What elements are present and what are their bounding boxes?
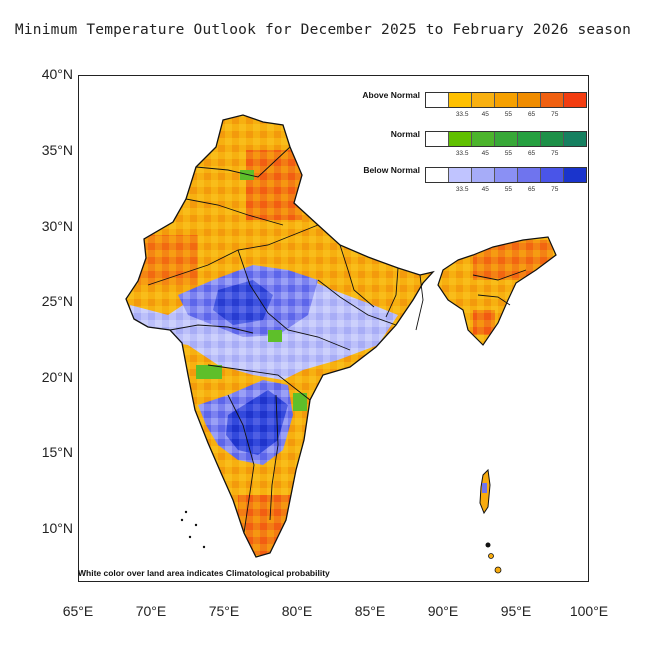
legend-tick-label: 55: [504, 186, 513, 193]
legend-label: Above Normal: [362, 90, 420, 100]
legend-tick-label: 33.5: [455, 186, 469, 193]
legend-color-cell: [518, 93, 541, 107]
legend-color-cell: [495, 132, 518, 146]
y-tick-label: 35°N: [41, 142, 73, 158]
legend-tick-label: 55: [504, 111, 513, 118]
legend-color-cell: [472, 132, 495, 146]
legend-tick-label: 33.5: [455, 150, 469, 157]
legend-colorbar: [425, 131, 587, 147]
legend-color-cell: [426, 168, 449, 182]
legend-color-cell: [564, 93, 586, 107]
y-tick-label: 40°N: [41, 66, 73, 82]
x-tick-label: 65°E: [62, 603, 94, 619]
legend-tick-label: 55: [504, 150, 513, 157]
legend-below-normal: Below Normal 33.5 45 55 65 75: [345, 165, 590, 201]
legend-color-cell: [495, 93, 518, 107]
legend-color-cell: [472, 168, 495, 182]
x-tick-label: 100°E: [569, 603, 609, 619]
legend-tick-label: 45: [481, 111, 489, 118]
legend-color-cell: [564, 168, 586, 182]
legend-ticks: 33.5 45 55 65 75: [439, 186, 601, 196]
map-title: Minimum Temperature Outlook for December…: [14, 22, 632, 38]
x-tick-label: 90°E: [427, 603, 459, 619]
legend-color-cell: [541, 132, 564, 146]
legend-tick-label: 65: [527, 150, 536, 157]
legend-color-cell: [449, 168, 472, 182]
y-tick-label: 20°N: [41, 369, 73, 385]
india-outlook-map: [125, 114, 557, 574]
y-tick-label: 15°N: [41, 444, 73, 460]
legend-tick-label: 65: [527, 186, 536, 193]
legend-tick-label: 33.5: [455, 111, 469, 118]
legend-tick-label: 45: [481, 186, 489, 193]
legend-above-normal: Above Normal 33.5 45 55 65 75: [345, 90, 590, 126]
legend-color-cell: [541, 168, 564, 182]
y-tick-label: 10°N: [41, 520, 73, 536]
y-tick-label: 25°N: [41, 293, 73, 309]
legend-colorbar: [425, 167, 587, 183]
x-tick-label: 75°E: [208, 603, 240, 619]
legend-tick-label: 45: [481, 150, 489, 157]
legend-color-cell: [472, 93, 495, 107]
legend-color-cell: [541, 93, 564, 107]
y-tick-label: 30°N: [41, 218, 73, 234]
lakshadweep-islands: [180, 510, 206, 549]
legend-normal: Normal 33.5 45 55 65 75: [345, 129, 590, 165]
andaman-nicobar-islands: [479, 468, 502, 574]
legend-tick-label: 75: [551, 186, 559, 193]
x-tick-label: 95°E: [500, 603, 532, 619]
legend-colorbar: [425, 92, 587, 108]
legend-color-cell: [518, 168, 541, 182]
legend-label: Normal: [390, 129, 420, 139]
legend-ticks: 33.5 45 55 65 75: [439, 150, 601, 160]
climatology-note: White color over land area indicates Cli…: [78, 568, 330, 578]
legend-color-cell: [449, 93, 472, 107]
legend-label: Below Normal: [363, 165, 420, 175]
legend-tick-label: 75: [551, 150, 559, 157]
legend-tick-label: 65: [527, 111, 536, 118]
x-tick-label: 85°E: [354, 603, 386, 619]
state-boundaries: [125, 114, 557, 558]
legend-color-cell: [426, 132, 449, 146]
x-tick-label: 70°E: [135, 603, 167, 619]
map-frame: [78, 75, 589, 582]
legend-color-cell: [495, 168, 518, 182]
legend-tick-label: 75: [551, 111, 559, 118]
legend-ticks: 33.5 45 55 65 75: [439, 111, 601, 121]
x-tick-label: 80°E: [281, 603, 313, 619]
legend-color-cell: [518, 132, 541, 146]
legend-color-cell: [449, 132, 472, 146]
legend-color-cell: [426, 93, 449, 107]
legend-color-cell: [564, 132, 586, 146]
